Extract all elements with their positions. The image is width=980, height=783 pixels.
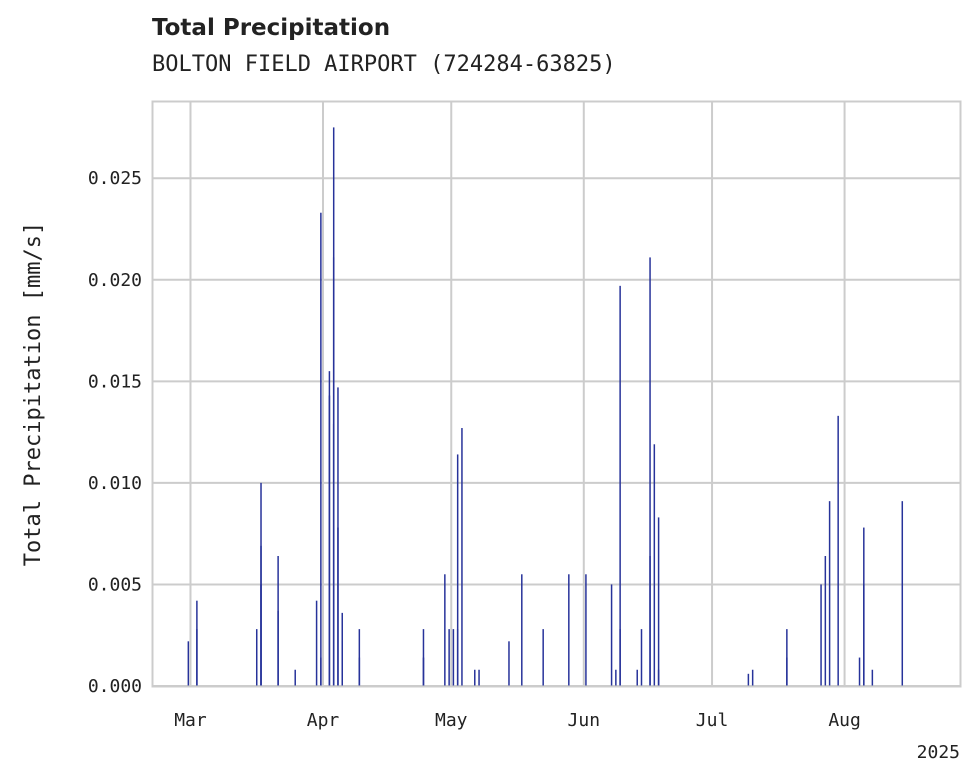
y-tick-label: 0.000 <box>88 676 142 697</box>
precip-bar <box>444 574 446 686</box>
precip-bar <box>542 629 544 686</box>
precip-bar <box>871 669 874 686</box>
precip-bar <box>521 574 523 686</box>
precip-bar <box>337 527 339 686</box>
precip-bar <box>615 669 617 686</box>
y-tick-label: 0.020 <box>88 270 142 291</box>
x-tick-label: Aug <box>828 710 861 731</box>
precip-bar <box>422 657 425 686</box>
precip-bar <box>341 641 343 686</box>
precip-bar <box>508 641 510 686</box>
precip-bar <box>828 501 831 686</box>
bar-series <box>187 127 904 686</box>
precip-bar <box>461 428 463 686</box>
grid-lines <box>152 101 960 687</box>
precip-bar <box>640 629 643 686</box>
precip-bar <box>320 657 322 686</box>
precip-bar <box>901 501 904 686</box>
x-tick-label: Jul <box>696 710 729 731</box>
precip-bar <box>636 669 638 686</box>
precip-bar <box>332 423 335 686</box>
precip-bar <box>820 584 822 686</box>
precip-bar <box>824 556 827 686</box>
precip-bar <box>320 212 322 686</box>
precip-bar <box>187 641 190 686</box>
chart-title: Total Precipitation <box>152 15 391 41</box>
y-tick-label: 0.010 <box>88 473 142 494</box>
x-tick-label: May <box>435 710 468 731</box>
precip-bar <box>657 517 660 686</box>
x-tick-label: Jun <box>568 710 601 731</box>
precip-bar <box>657 669 660 686</box>
precip-bar <box>478 669 480 686</box>
precip-bar <box>619 285 621 686</box>
y-tick-label: 0.025 <box>88 168 142 189</box>
precip-bar <box>649 257 651 686</box>
precip-bar <box>196 600 198 686</box>
precip-bar <box>452 629 455 686</box>
precip-bar <box>277 610 279 686</box>
precip-bar <box>315 600 318 686</box>
axis-ticks: 0.000 0.005 0.010 0.015 0.020 0.025 Mar Apr May J… <box>88 168 861 731</box>
precip-bar <box>619 629 621 686</box>
y-tick-label: 0.015 <box>88 371 142 392</box>
precip-bar <box>328 395 331 686</box>
x-offset-label: 2025 <box>917 742 960 763</box>
precip-bar <box>751 669 754 686</box>
precip-bar <box>568 574 570 686</box>
precip-bar <box>456 454 459 686</box>
precip-bar <box>747 673 750 686</box>
y-tick-label: 0.005 <box>88 574 142 595</box>
precip-bar <box>294 669 296 686</box>
precip-bar <box>858 657 861 686</box>
precip-bar <box>448 629 450 686</box>
precip-bar <box>260 584 262 686</box>
precip-bar <box>610 584 613 686</box>
x-tick-label: Apr <box>307 710 340 731</box>
precip-bar <box>649 556 651 686</box>
precip-bar <box>456 629 459 686</box>
precip-bar <box>653 444 656 686</box>
x-tick-label: Mar <box>174 710 207 731</box>
precip-bar <box>585 574 587 686</box>
precip-bar <box>474 669 476 686</box>
precip-bar <box>255 629 258 686</box>
chart-subtitle: BOLTON FIELD AIRPORT (724284-63825) <box>152 52 616 77</box>
precip-bar <box>863 527 865 686</box>
y-axis-label: Total Precipitation [mm/s] <box>21 222 46 566</box>
precip-bar <box>358 657 361 686</box>
precip-bar <box>837 415 839 686</box>
plot-frame <box>151 100 962 688</box>
precip-bar <box>786 629 788 686</box>
